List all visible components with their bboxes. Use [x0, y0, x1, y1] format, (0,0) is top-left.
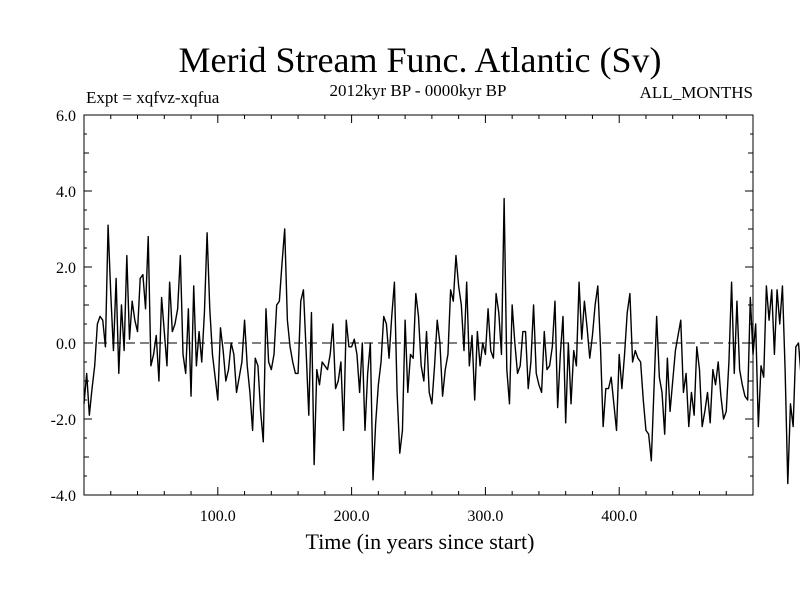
- y-tick-label: 4.0: [56, 184, 76, 201]
- x-axis-label: Time (in years since start): [306, 529, 535, 554]
- y-tick-label: 0.0: [56, 336, 76, 353]
- chart-title: Merid Stream Func. Atlantic (Sv): [179, 40, 662, 80]
- plot-frame: [83, 114, 754, 496]
- x-tick-label: 100.0: [200, 508, 236, 525]
- experiment-label: Expt = xqfvz-xqfua: [86, 88, 220, 107]
- y-tick-label: -2.0: [51, 412, 76, 429]
- x-tick-label: 400.0: [601, 508, 637, 525]
- x-tick-label: 200.0: [334, 508, 370, 525]
- y-tick-label: 2.0: [56, 260, 76, 277]
- y-tick-label: -4.0: [51, 488, 76, 505]
- series-line: [83, 197, 800, 485]
- time-range-label: 2012kyr BP - 0000kyr BP: [330, 81, 507, 100]
- y-tick-label: 6.0: [56, 108, 76, 125]
- months-label: ALL_MONTHS: [640, 83, 753, 102]
- x-tick-label: 300.0: [467, 508, 503, 525]
